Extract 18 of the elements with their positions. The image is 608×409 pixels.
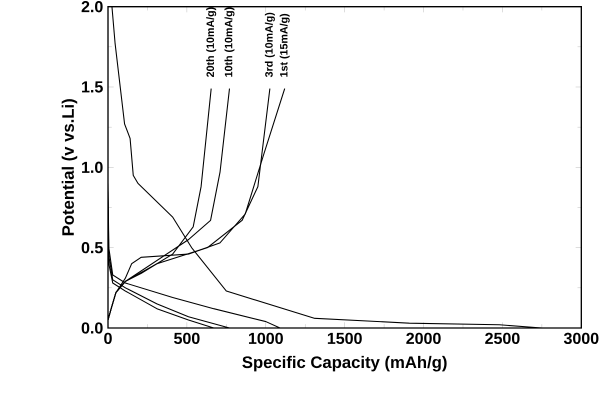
x-tick-label: 2500 xyxy=(485,332,520,344)
x-tick-label: 0 xyxy=(104,332,112,344)
y-tick-label: 1.5 xyxy=(82,81,103,92)
x-tick-label: 500 xyxy=(174,332,200,344)
x-tick-label: 2000 xyxy=(406,332,441,344)
annotation: 10th (10mA/g) xyxy=(224,7,234,77)
y-tick-label: 0.0 xyxy=(82,322,103,334)
y-tick-label: 1.0 xyxy=(82,162,103,173)
x-axis-title: Specific Capacity (mAh/g) xyxy=(242,356,447,372)
y-tick-label: 0.5 xyxy=(82,242,103,254)
annotation: 20th (10mA/g) xyxy=(206,7,216,77)
y-tick-label: 2.0 xyxy=(82,0,103,12)
x-tick-label: 3000 xyxy=(564,332,598,344)
x-tick-label: 1500 xyxy=(328,332,362,344)
y-axis-title: Potential (v vs.Li) xyxy=(62,99,78,236)
annotation: 1st (15mA/g) xyxy=(280,14,290,77)
x-tick-label: 1000 xyxy=(248,332,283,344)
annotation: 3rd (10mA/g) xyxy=(264,12,275,77)
